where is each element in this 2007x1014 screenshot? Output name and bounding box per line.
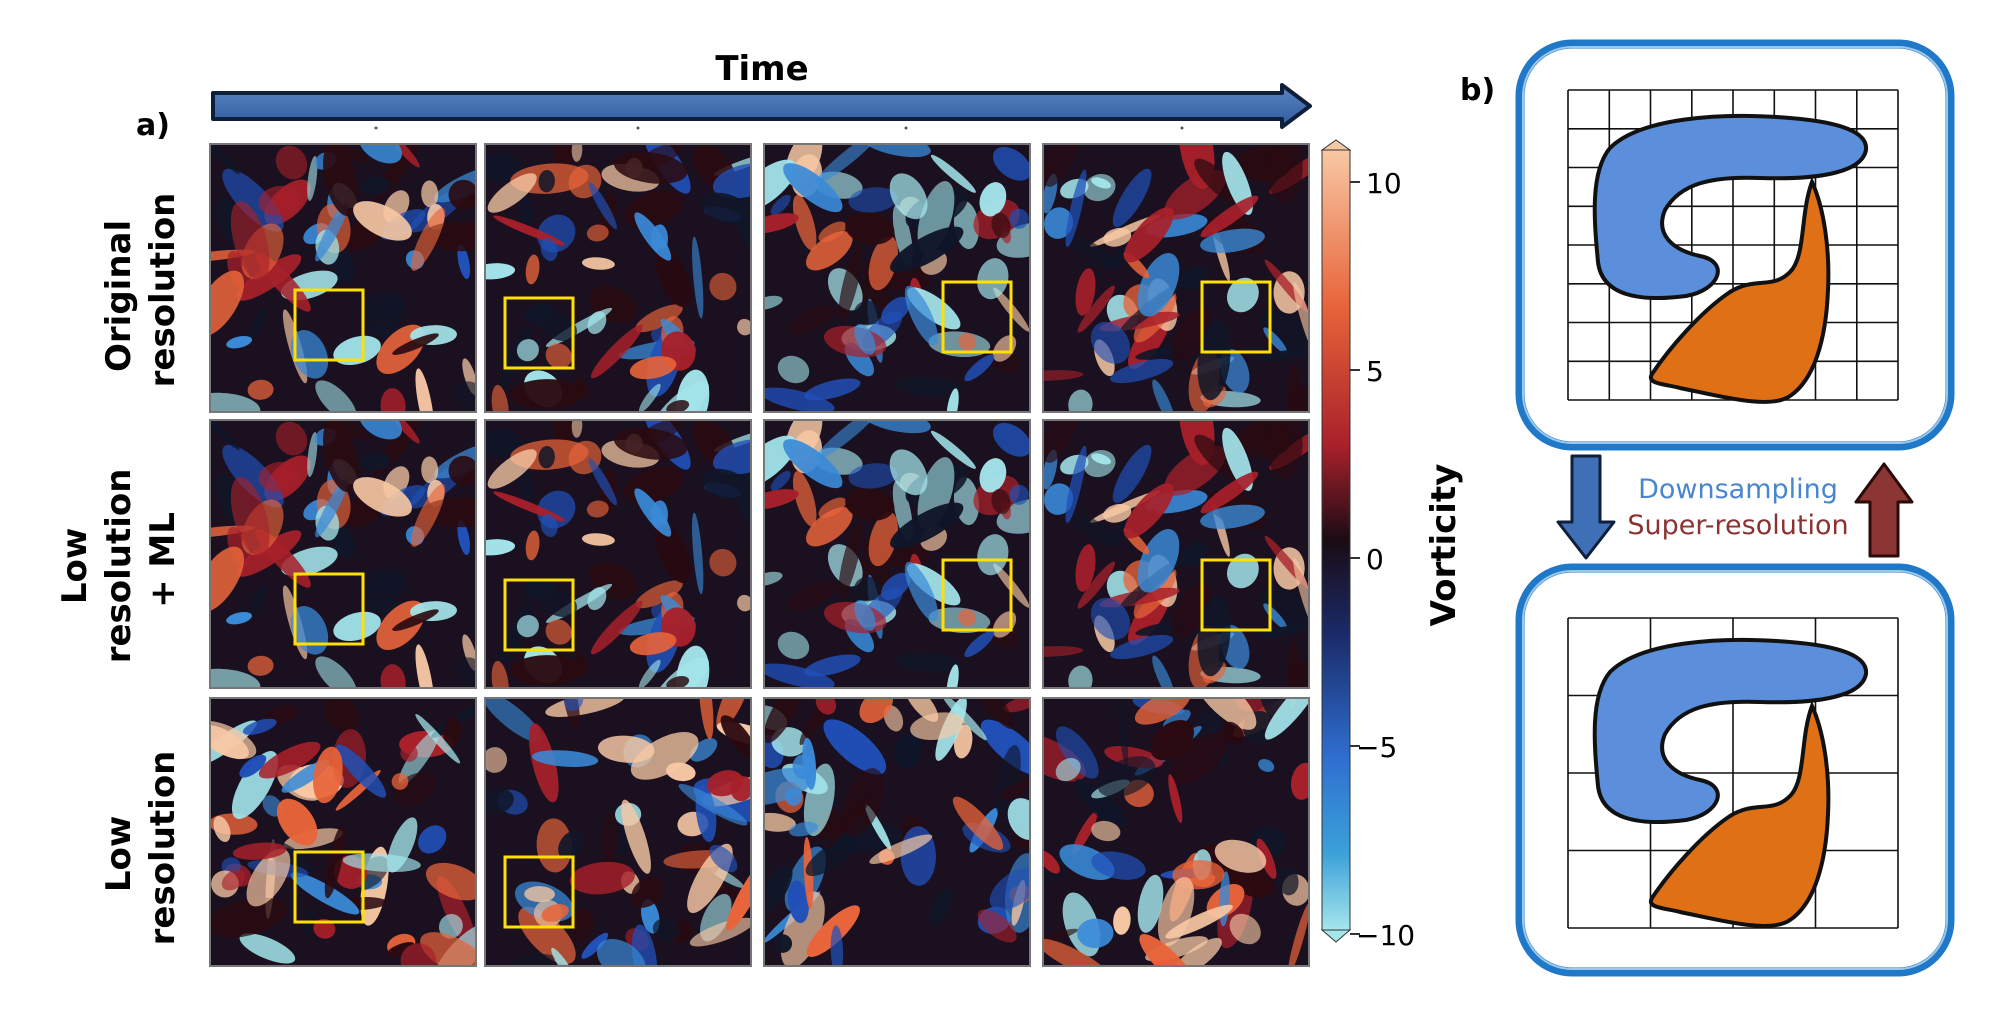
panel-b-label: b) (1460, 73, 1495, 108)
colorbar-tick-0: 0 (1366, 543, 1384, 576)
row-label-original: Original resolution (99, 193, 183, 388)
highlight-box (941, 558, 1013, 632)
field-tile-r1-c1 (209, 143, 477, 413)
field-tile-r3-c4 (1042, 697, 1310, 967)
colorbar-tick-5: 5 (1366, 355, 1384, 388)
vorticity-grid (209, 143, 1310, 967)
blue-shape-fine (1592, 113, 1869, 300)
fine-grid-frame (1515, 39, 1955, 451)
time-arrow (211, 83, 1312, 129)
field-tile-r2-c2 (484, 419, 752, 689)
orange-shape-fine (1648, 176, 1831, 404)
colorbar-tick-neg10: −10 (1356, 919, 1415, 952)
highlight-box (503, 855, 575, 929)
highlight-box (1200, 558, 1272, 632)
highlight-box (503, 296, 575, 370)
highlight-box (293, 288, 365, 362)
field-tile-r2-c4 (1042, 419, 1310, 689)
highlight-box (293, 572, 365, 646)
highlight-box (1200, 280, 1272, 354)
field-tile-r1-c3 (763, 143, 1031, 413)
orange-shape-coarse (1648, 700, 1831, 928)
blue-shape-coarse (1592, 637, 1869, 824)
superresolution-arrow (1854, 462, 1914, 558)
highlight-box (503, 578, 575, 652)
row-label-low-ml: Low resolution + ML (55, 457, 183, 664)
field-tile-r3-c2 (484, 697, 752, 967)
downsampling-text: Downsampling (1638, 474, 1838, 505)
colorbar-tick-neg5: −5 (1356, 731, 1397, 764)
downsampling-arrow (1556, 454, 1616, 560)
highlight-box (293, 850, 365, 924)
field-tile-r3-c3 (763, 697, 1031, 967)
colorbar-tick-10: 10 (1366, 167, 1402, 200)
column-ticks (374, 126, 1184, 130)
field-tile-r3-c1 (209, 697, 477, 967)
time-label: Time (715, 49, 808, 89)
panel-a-label: a) (136, 108, 170, 143)
field-tile-r1-c2 (484, 143, 752, 413)
superresolution-text: Super-resolution (1627, 510, 1848, 541)
coarse-grid-frame (1515, 563, 1955, 977)
highlight-box (941, 280, 1013, 354)
colorbar: 10 5 0 −5 −10 (1320, 139, 1415, 952)
row-label-low: Low resolution (99, 751, 183, 946)
field-tile-r2-c3 (763, 419, 1031, 689)
field-tile-r1-c4 (1042, 143, 1310, 413)
field-tile-r2-c1 (209, 419, 477, 689)
colorbar-title: Vorticity (1424, 464, 1464, 627)
